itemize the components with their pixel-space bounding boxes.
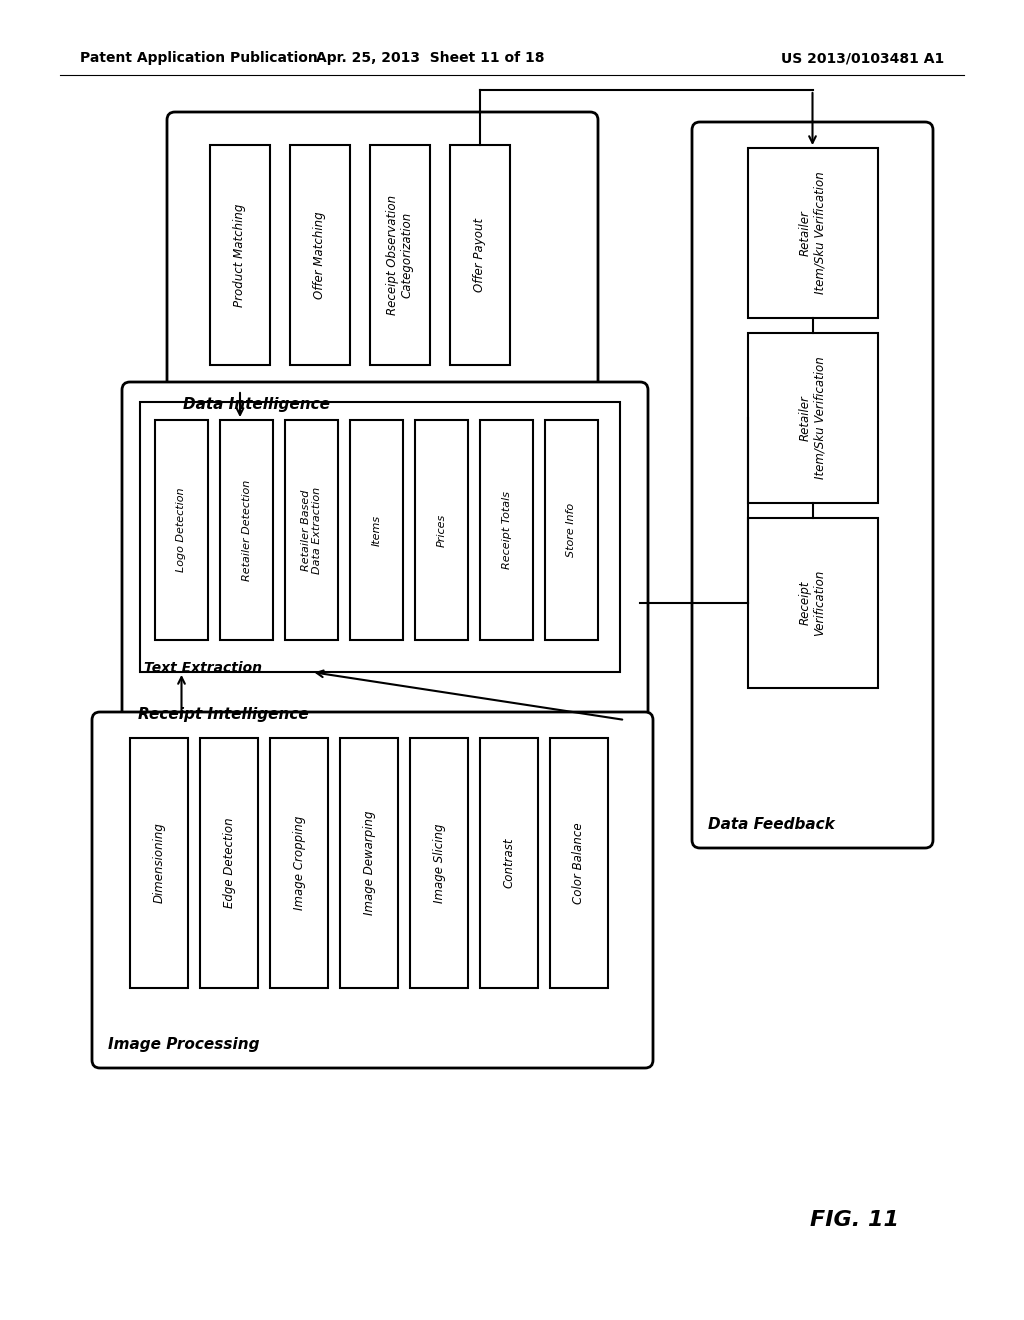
Text: Receipt Intelligence: Receipt Intelligence [138,708,309,722]
Text: Receipt Totals: Receipt Totals [502,491,512,569]
Bar [140,403,620,672]
Text: Offer Matching: Offer Matching [313,211,327,298]
Bar [210,145,270,366]
Bar [545,420,598,640]
Text: Image Slicing: Image Slicing [432,824,445,903]
Text: Patent Application Publication: Patent Application Publication [80,51,317,65]
Text: Items: Items [372,515,382,545]
Bar [220,420,273,640]
FancyBboxPatch shape [122,381,648,738]
Text: Retailer
Item/Sku Verification: Retailer Item/Sku Verification [799,172,826,294]
Bar [748,517,878,688]
Bar [340,738,398,987]
Bar [480,420,534,640]
Text: FIG. 11: FIG. 11 [810,1210,899,1230]
Text: Store Info: Store Info [566,503,577,557]
Text: Logo Detection: Logo Detection [176,488,186,573]
Text: Image Cropping: Image Cropping [293,816,305,911]
Text: Retailer
Item/Sku Verification: Retailer Item/Sku Verification [799,356,826,479]
Text: Prices: Prices [436,513,446,546]
Bar [200,738,258,987]
Bar [410,738,468,987]
Text: Image Dewarping: Image Dewarping [362,810,376,915]
Text: Data Intelligence: Data Intelligence [183,397,330,412]
Bar [748,148,878,318]
Text: Receipt Observation
Categorization: Receipt Observation Categorization [386,195,414,315]
Text: Contrast: Contrast [503,838,515,888]
Bar [450,145,510,366]
Bar [480,738,538,987]
Text: Text Extraction: Text Extraction [144,661,262,675]
Bar [350,420,403,640]
Text: Apr. 25, 2013  Sheet 11 of 18: Apr. 25, 2013 Sheet 11 of 18 [315,51,544,65]
Text: Dimensioning: Dimensioning [153,822,166,903]
Bar [270,738,328,987]
Text: Edge Detection: Edge Detection [222,817,236,908]
Bar [290,145,350,366]
Bar [370,145,430,366]
Bar [748,333,878,503]
Text: Color Balance: Color Balance [572,822,586,904]
Text: Retailer Based
Data Extraction: Retailer Based Data Extraction [301,487,323,574]
Text: Offer Payout: Offer Payout [473,218,486,292]
Bar [285,420,338,640]
Text: US 2013/0103481 A1: US 2013/0103481 A1 [780,51,944,65]
Bar [130,738,188,987]
Text: Receipt
Verification: Receipt Verification [799,570,826,636]
FancyBboxPatch shape [167,112,598,428]
Bar [550,738,608,987]
Text: Retailer Detection: Retailer Detection [242,479,252,581]
Text: Data Feedback: Data Feedback [708,817,835,832]
Text: Image Processing: Image Processing [108,1038,259,1052]
Text: Product Matching: Product Matching [233,203,247,306]
FancyBboxPatch shape [692,121,933,847]
Bar [415,420,468,640]
FancyBboxPatch shape [92,711,653,1068]
Bar [155,420,208,640]
